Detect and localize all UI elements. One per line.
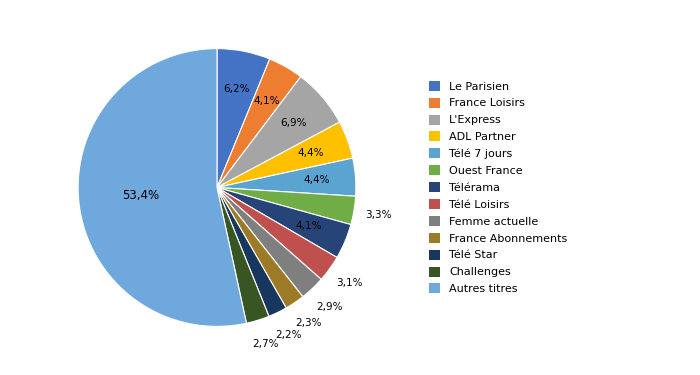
Text: 53,4%: 53,4% [122, 189, 160, 202]
Legend: Le Parisien, France Loisirs, L'Express, ADL Partner, Télé 7 jours, Ouest France,: Le Parisien, France Loisirs, L'Express, … [426, 78, 570, 297]
Wedge shape [217, 188, 356, 225]
Text: 2,7%: 2,7% [252, 339, 279, 349]
Text: 4,4%: 4,4% [298, 148, 324, 158]
Wedge shape [217, 188, 269, 323]
Text: 6,2%: 6,2% [223, 84, 250, 94]
Text: 3,3%: 3,3% [365, 210, 392, 220]
Text: 2,3%: 2,3% [295, 318, 322, 328]
Wedge shape [217, 188, 351, 258]
Wedge shape [217, 188, 303, 308]
Wedge shape [217, 188, 337, 279]
Text: 6,9%: 6,9% [280, 117, 307, 128]
Text: 4,1%: 4,1% [253, 96, 280, 106]
Wedge shape [217, 49, 270, 188]
Text: 3,1%: 3,1% [337, 278, 363, 288]
Wedge shape [78, 49, 246, 326]
Wedge shape [217, 188, 321, 297]
Wedge shape [217, 122, 353, 188]
Text: 4,1%: 4,1% [296, 221, 323, 231]
Wedge shape [217, 188, 286, 316]
Text: 4,4%: 4,4% [304, 175, 330, 185]
Wedge shape [217, 59, 301, 188]
Text: 2,2%: 2,2% [275, 330, 302, 340]
Wedge shape [217, 77, 340, 188]
Wedge shape [217, 158, 356, 196]
Text: 2,9%: 2,9% [316, 302, 343, 312]
